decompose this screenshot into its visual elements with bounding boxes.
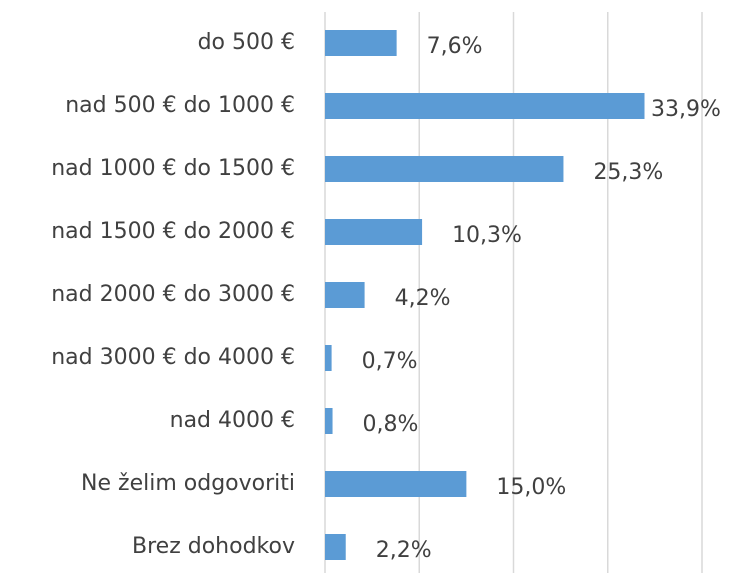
- bar: [325, 471, 467, 497]
- data-label: 7,6%: [427, 34, 483, 59]
- y-tick-label: nad 1500 € do 2000 €: [51, 219, 295, 244]
- data-label: 10,3%: [452, 223, 522, 248]
- y-tick-label: nad 2000 € do 3000 €: [51, 282, 295, 307]
- bar: [325, 93, 645, 119]
- y-tick-label: nad 1000 € do 1500 €: [51, 156, 295, 181]
- bar: [325, 156, 564, 182]
- data-label: 2,2%: [376, 538, 432, 563]
- y-tick-label: Brez dohodkov: [132, 534, 295, 559]
- data-label: 33,9%: [651, 97, 721, 122]
- y-tick-label: do 500 €: [198, 30, 295, 55]
- data-label: 15,0%: [496, 475, 566, 500]
- data-label: 0,7%: [362, 349, 418, 374]
- y-tick-label: Ne želim odgovoriti: [81, 471, 295, 496]
- data-label: 25,3%: [593, 160, 663, 185]
- bar: [325, 282, 365, 308]
- data-label: 0,8%: [363, 412, 419, 437]
- bar: [325, 534, 346, 560]
- bar: [325, 408, 333, 434]
- bar: [325, 30, 397, 56]
- y-tick-label: nad 4000 €: [170, 408, 295, 433]
- y-tick-label: nad 3000 € do 4000 €: [51, 345, 295, 370]
- bar: [325, 345, 332, 371]
- bar: [325, 219, 423, 245]
- data-label: 4,2%: [395, 286, 451, 311]
- y-tick-label: nad 500 € do 1000 €: [65, 93, 295, 118]
